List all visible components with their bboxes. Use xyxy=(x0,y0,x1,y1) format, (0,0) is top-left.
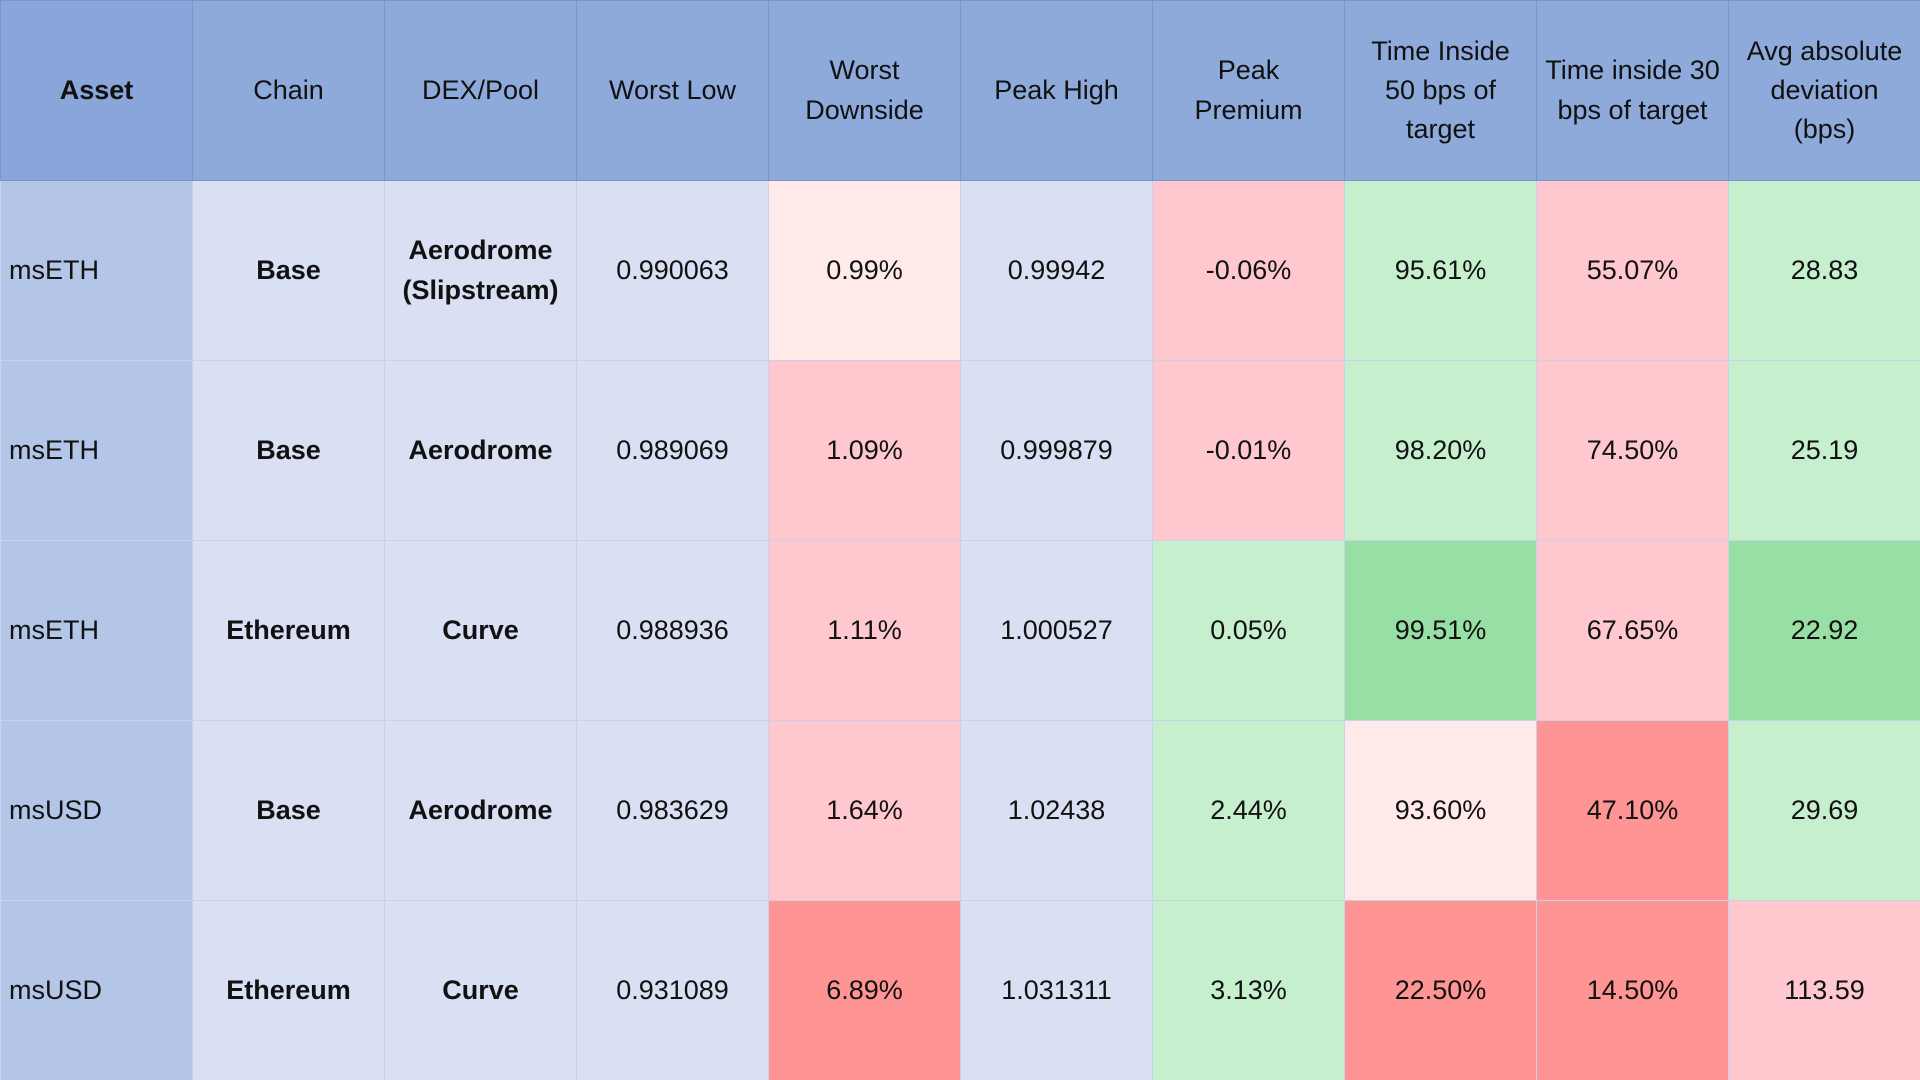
table-row: msUSD Base Aerodrome 0.983629 1.64% 1.02438 2.… xyxy=(0,720,1920,901)
table-cell: msETH xyxy=(0,360,193,541)
table-row: msUSD Ethereum Curve 0.931089 6.89% 1.031311 3… xyxy=(0,900,1920,1080)
table-header: Asset Chain DEX/Pool Worst Low Worst Downsid… xyxy=(0,0,1920,181)
table-cell: 113.59 xyxy=(1728,900,1920,1080)
table-cell: msUSD xyxy=(0,720,193,901)
table-cell: Base xyxy=(192,180,385,361)
header-cell: Worst Low xyxy=(576,0,769,181)
table-cell: msETH xyxy=(0,540,193,721)
table-cell: 95.61% xyxy=(1344,180,1537,361)
header-cell: DEX/Pool xyxy=(384,0,577,181)
table-cell: 6.89% xyxy=(768,900,961,1080)
table-cell: Ethereum xyxy=(192,540,385,721)
table-cell: 22.50% xyxy=(1344,900,1537,1080)
header-cell: Peak High xyxy=(960,0,1153,181)
table-cell: 1.02438 xyxy=(960,720,1153,901)
table-cell: 74.50% xyxy=(1536,360,1729,541)
table-cell: -0.06% xyxy=(1152,180,1345,361)
table-cell: 0.931089 xyxy=(576,900,769,1080)
table-cell: 99.51% xyxy=(1344,540,1537,721)
table-cell: msETH xyxy=(0,180,193,361)
table-cell: 22.92 xyxy=(1728,540,1920,721)
table-cell: 1.64% xyxy=(768,720,961,901)
table-cell: 55.07% xyxy=(1536,180,1729,361)
table-cell: 0.988936 xyxy=(576,540,769,721)
table-cell: 1.000527 xyxy=(960,540,1153,721)
table-cell: 0.05% xyxy=(1152,540,1345,721)
table-cell: 93.60% xyxy=(1344,720,1537,901)
table-cell: 14.50% xyxy=(1536,900,1729,1080)
header-cell: Time Inside 50 bps of target xyxy=(1344,0,1537,181)
table-cell: Ethereum xyxy=(192,900,385,1080)
table-cell: 0.989069 xyxy=(576,360,769,541)
table-row: msETH Ethereum Curve 0.988936 1.11% 1.000527 0… xyxy=(0,540,1920,721)
table-cell: 0.990063 xyxy=(576,180,769,361)
table-row: msETH Base Aerodrome (Slipstream) 0.990063 0… xyxy=(0,180,1920,361)
table-cell: 1.11% xyxy=(768,540,961,721)
table-cell: 25.19 xyxy=(1728,360,1920,541)
header-cell: Asset xyxy=(0,0,193,181)
table-cell: 1.031311 xyxy=(960,900,1153,1080)
table-row: msETH Base Aerodrome 0.989069 1.09% 0.999879-… xyxy=(0,360,1920,541)
header-cell: Chain xyxy=(192,0,385,181)
table-cell: 98.20% xyxy=(1344,360,1537,541)
header-cell: Time inside 30 bps of target xyxy=(1536,0,1729,181)
table-cell: Base xyxy=(192,360,385,541)
table-cell: Curve xyxy=(384,900,577,1080)
table-body: msETH Base Aerodrome (Slipstream) 0.990063 0… xyxy=(0,180,1920,1080)
table-cell: Aerodrome xyxy=(384,360,577,541)
header-cell: Worst Downside xyxy=(768,0,961,181)
table-cell: 47.10% xyxy=(1536,720,1729,901)
table-cell: Base xyxy=(192,720,385,901)
table-cell: 2.44% xyxy=(1152,720,1345,901)
table-cell: -0.01% xyxy=(1152,360,1345,541)
table-cell: 0.983629 xyxy=(576,720,769,901)
table-cell: 67.65% xyxy=(1536,540,1729,721)
table-cell: Aerodrome (Slipstream) xyxy=(384,180,577,361)
table-cell: 29.69 xyxy=(1728,720,1920,901)
table-cell: 0.99942 xyxy=(960,180,1153,361)
table-cell: Curve xyxy=(384,540,577,721)
table-cell: 28.83 xyxy=(1728,180,1920,361)
table-cell: 0.999879 xyxy=(960,360,1153,541)
table-cell: 0.99% xyxy=(768,180,961,361)
header-cell: Avg absolute deviation (bps) xyxy=(1728,0,1920,181)
table-cell: 3.13% xyxy=(1152,900,1345,1080)
table-cell: 1.09% xyxy=(768,360,961,541)
header-row: Asset Chain DEX/Pool Worst Low Worst Downsid… xyxy=(0,0,1920,181)
table-cell: Aerodrome xyxy=(384,720,577,901)
header-cell: Peak Premium xyxy=(1152,0,1345,181)
table-cell: msUSD xyxy=(0,900,193,1080)
